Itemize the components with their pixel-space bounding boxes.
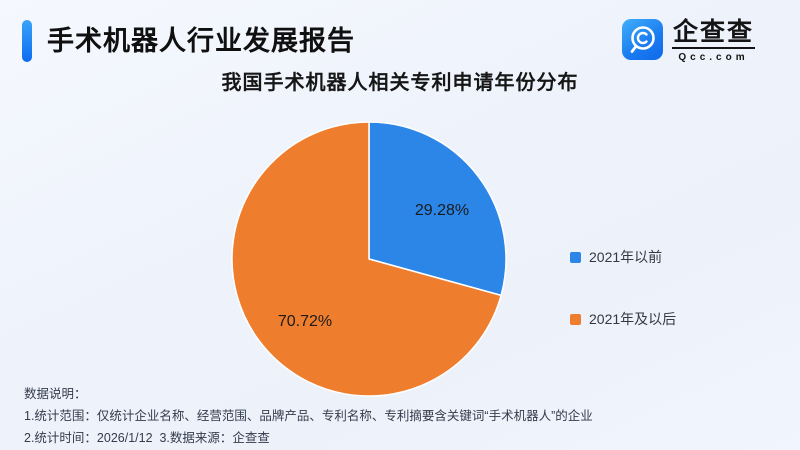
- legend-label-after-2021: 2021年及以后: [589, 311, 677, 327]
- legend-label-before-2021: 2021年以前: [589, 249, 663, 265]
- notes-heading: 数据说明：: [24, 387, 87, 401]
- chart-title: 我国手术机器人相关专利申请年份分布: [221, 72, 579, 94]
- qcc-logo-name: 企查查: [672, 19, 756, 49]
- report-title: 手术机器人行业发展报告: [47, 26, 355, 56]
- data-notes: 数据说明： 1.统计范围：仅统计企业名称、经营范围、品牌产品、专利名称、专利摘要…: [24, 383, 784, 449]
- note-statistic-scope: 1.统计范围：仅统计企业名称、经营范围、品牌产品、专利名称、专利摘要含关键词“手…: [24, 409, 593, 423]
- pie-slice-1: [231, 121, 502, 397]
- pie-slice-label-before-2021: 29.28%: [414, 202, 470, 219]
- legend-swatch-orange: [570, 313, 581, 325]
- title-accent-bar: [22, 20, 32, 62]
- qcc-logo-text: 企查查 Qcc.com: [672, 19, 756, 64]
- legend-swatch-blue: [570, 251, 581, 263]
- pie-chart: [231, 121, 507, 397]
- qcc-logo-domain: Qcc.com: [678, 52, 749, 63]
- pie-slice-0: [368, 121, 507, 297]
- note-time-and-source: 2.统计时间：2026/1/12 3.数据来源：企查查: [24, 431, 270, 445]
- qcc-logo: 企查查 Qcc.com: [622, 19, 756, 64]
- legend-item-after-2021: 2021年及以后: [570, 308, 676, 330]
- pie-chart-container: [229, 119, 509, 399]
- qcc-logo-icon: [622, 19, 663, 60]
- legend-item-before-2021: 2021年以前: [570, 246, 662, 268]
- magnifier-icon: [630, 26, 655, 53]
- pie-slice-label-after-2021: 70.72%: [277, 313, 333, 330]
